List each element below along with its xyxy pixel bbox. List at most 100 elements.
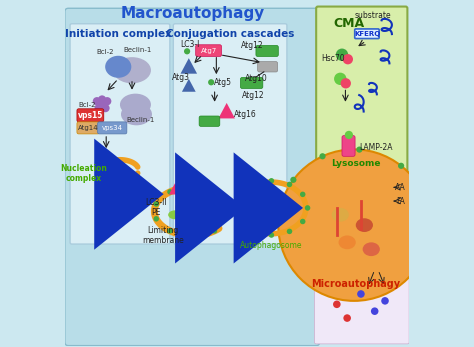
FancyBboxPatch shape bbox=[70, 24, 170, 244]
Text: Autophagosome: Autophagosome bbox=[240, 241, 303, 250]
Ellipse shape bbox=[175, 200, 199, 215]
Text: vps15: vps15 bbox=[78, 111, 103, 120]
Ellipse shape bbox=[381, 297, 389, 305]
Ellipse shape bbox=[103, 97, 111, 105]
Ellipse shape bbox=[154, 201, 159, 207]
Text: Atg7: Atg7 bbox=[201, 48, 217, 54]
Ellipse shape bbox=[356, 218, 373, 232]
Circle shape bbox=[278, 150, 430, 301]
Polygon shape bbox=[181, 58, 197, 74]
Ellipse shape bbox=[371, 307, 378, 315]
Ellipse shape bbox=[343, 54, 353, 65]
Ellipse shape bbox=[233, 205, 238, 211]
Text: Hsc70: Hsc70 bbox=[321, 54, 345, 63]
Text: Limiting
membrane: Limiting membrane bbox=[142, 226, 184, 245]
FancyBboxPatch shape bbox=[342, 136, 355, 156]
Text: Nucleation
complex: Nucleation complex bbox=[60, 164, 107, 183]
Ellipse shape bbox=[300, 219, 305, 224]
Ellipse shape bbox=[120, 94, 151, 116]
Text: LAMP-2A: LAMP-2A bbox=[359, 143, 392, 152]
Ellipse shape bbox=[287, 229, 292, 234]
Text: Microautophagy: Microautophagy bbox=[311, 279, 401, 289]
Ellipse shape bbox=[105, 56, 131, 78]
Ellipse shape bbox=[212, 228, 217, 234]
Ellipse shape bbox=[237, 192, 243, 197]
Ellipse shape bbox=[94, 104, 103, 112]
Ellipse shape bbox=[269, 178, 274, 184]
FancyBboxPatch shape bbox=[65, 8, 319, 346]
Ellipse shape bbox=[190, 233, 195, 238]
FancyBboxPatch shape bbox=[240, 77, 263, 88]
Ellipse shape bbox=[113, 57, 151, 83]
Ellipse shape bbox=[121, 103, 152, 125]
Ellipse shape bbox=[251, 229, 256, 234]
Text: Atg14: Atg14 bbox=[78, 125, 99, 131]
FancyBboxPatch shape bbox=[98, 122, 127, 134]
Text: Bcl-2: Bcl-2 bbox=[79, 102, 96, 108]
Polygon shape bbox=[219, 103, 235, 118]
Text: Atg12: Atg12 bbox=[241, 41, 264, 50]
Ellipse shape bbox=[237, 219, 243, 224]
Ellipse shape bbox=[249, 204, 266, 215]
Ellipse shape bbox=[357, 290, 365, 298]
Text: Initiation complex: Initiation complex bbox=[65, 29, 172, 39]
FancyBboxPatch shape bbox=[196, 45, 221, 57]
Text: Beclin-1: Beclin-1 bbox=[123, 47, 151, 53]
Text: LC3-I: LC3-I bbox=[180, 40, 200, 49]
Ellipse shape bbox=[269, 232, 274, 238]
Text: FA: FA bbox=[396, 196, 405, 205]
Text: Atg16: Atg16 bbox=[234, 110, 256, 119]
Ellipse shape bbox=[341, 78, 351, 88]
Ellipse shape bbox=[332, 208, 349, 222]
Text: Lysosome: Lysosome bbox=[331, 159, 381, 168]
FancyBboxPatch shape bbox=[77, 122, 100, 134]
FancyBboxPatch shape bbox=[355, 29, 379, 39]
Text: vps34: vps34 bbox=[101, 125, 123, 131]
Polygon shape bbox=[169, 183, 181, 195]
Text: KFERQ: KFERQ bbox=[354, 31, 380, 37]
Ellipse shape bbox=[184, 48, 190, 54]
Text: substrate: substrate bbox=[355, 11, 391, 20]
FancyBboxPatch shape bbox=[314, 210, 409, 344]
Ellipse shape bbox=[101, 104, 109, 112]
Ellipse shape bbox=[93, 97, 101, 105]
Ellipse shape bbox=[336, 49, 348, 61]
Ellipse shape bbox=[300, 192, 305, 197]
Ellipse shape bbox=[212, 189, 217, 195]
Ellipse shape bbox=[343, 314, 351, 322]
Text: Atg12: Atg12 bbox=[242, 91, 265, 100]
Text: Atg10: Atg10 bbox=[245, 74, 267, 83]
FancyBboxPatch shape bbox=[258, 62, 278, 72]
Ellipse shape bbox=[363, 242, 380, 256]
Ellipse shape bbox=[154, 216, 159, 222]
FancyBboxPatch shape bbox=[199, 116, 220, 126]
Ellipse shape bbox=[98, 95, 106, 104]
Ellipse shape bbox=[305, 205, 310, 211]
Ellipse shape bbox=[98, 102, 106, 110]
Text: Beclin-1: Beclin-1 bbox=[127, 117, 155, 123]
Ellipse shape bbox=[334, 73, 346, 85]
Text: CMA: CMA bbox=[333, 17, 365, 30]
FancyBboxPatch shape bbox=[316, 7, 407, 217]
Text: LC3-II
PE: LC3-II PE bbox=[146, 197, 167, 217]
FancyBboxPatch shape bbox=[256, 45, 278, 57]
Ellipse shape bbox=[208, 79, 214, 85]
Ellipse shape bbox=[345, 131, 353, 139]
Ellipse shape bbox=[338, 236, 356, 249]
FancyBboxPatch shape bbox=[173, 24, 287, 244]
Ellipse shape bbox=[287, 182, 292, 187]
FancyBboxPatch shape bbox=[77, 109, 104, 122]
Text: Atg5: Atg5 bbox=[214, 78, 232, 87]
Ellipse shape bbox=[413, 179, 419, 186]
Ellipse shape bbox=[167, 189, 173, 195]
Ellipse shape bbox=[356, 146, 363, 153]
Ellipse shape bbox=[275, 195, 288, 207]
Text: Bcl-2: Bcl-2 bbox=[97, 49, 114, 55]
Ellipse shape bbox=[319, 153, 326, 159]
Ellipse shape bbox=[423, 200, 429, 206]
Ellipse shape bbox=[290, 177, 296, 183]
Ellipse shape bbox=[167, 228, 173, 234]
Text: Macroautophagy: Macroautophagy bbox=[120, 6, 264, 21]
Polygon shape bbox=[182, 79, 196, 92]
Ellipse shape bbox=[333, 301, 341, 308]
